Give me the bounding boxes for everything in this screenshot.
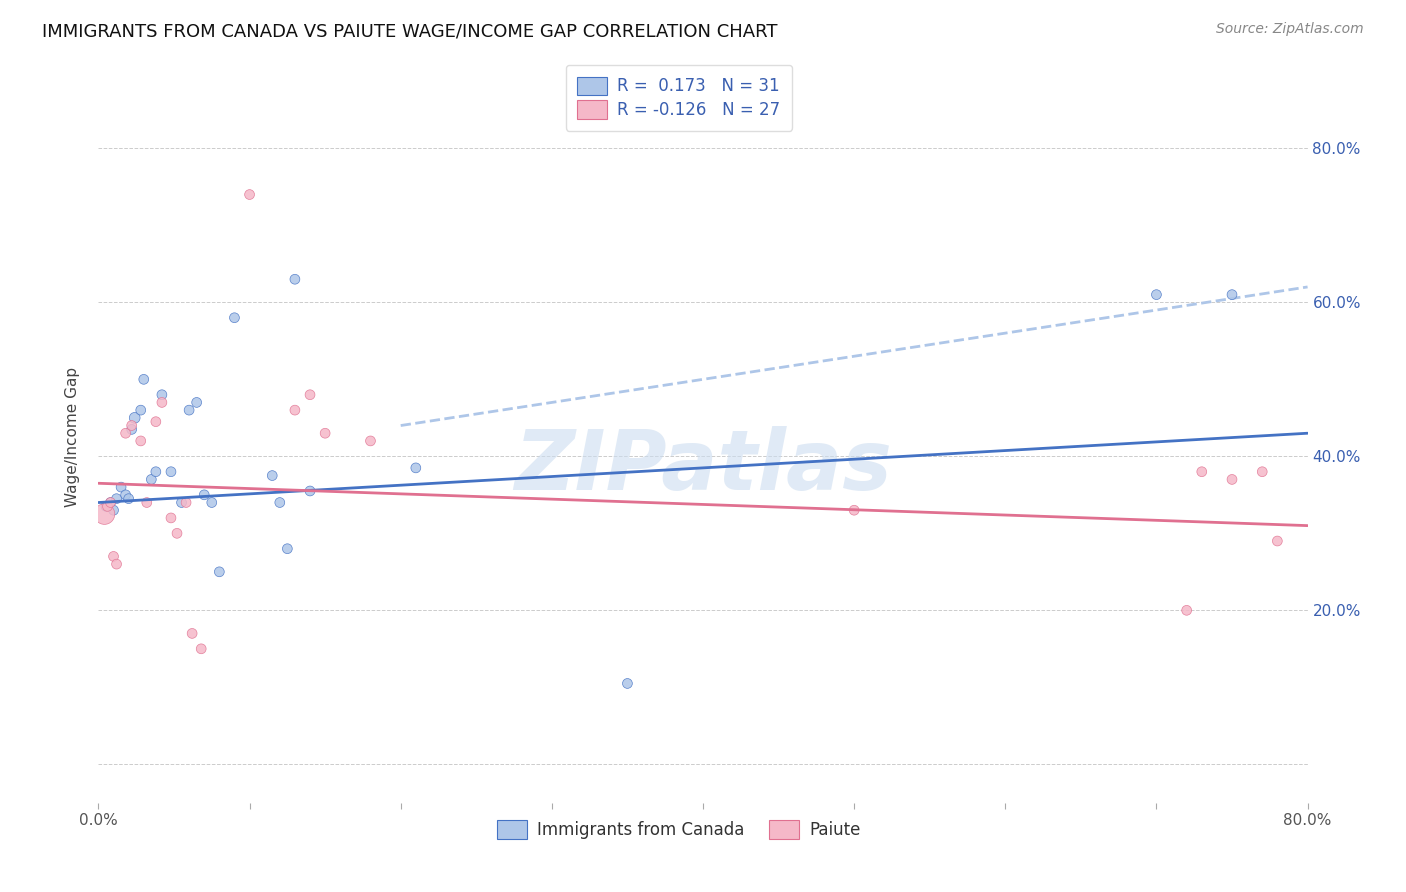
Point — [114, 426, 136, 441]
Point — [103, 503, 125, 517]
Point — [181, 626, 204, 640]
Point — [100, 495, 122, 509]
Point — [118, 491, 141, 506]
Point — [160, 511, 183, 525]
Point — [193, 488, 215, 502]
Point — [208, 565, 231, 579]
Point — [179, 403, 201, 417]
Point — [145, 415, 167, 429]
Text: Source: ZipAtlas.com: Source: ZipAtlas.com — [1216, 22, 1364, 37]
Point — [150, 388, 173, 402]
Point — [114, 488, 136, 502]
Point — [186, 395, 208, 409]
Point — [105, 491, 128, 506]
Y-axis label: Wage/Income Gap: Wage/Income Gap — [65, 367, 80, 508]
Point — [145, 465, 167, 479]
Point — [284, 272, 307, 286]
Point — [150, 395, 173, 409]
Point — [141, 472, 163, 486]
Point — [93, 507, 115, 521]
Point — [1251, 465, 1274, 479]
Point — [105, 557, 128, 571]
Point — [190, 641, 212, 656]
Point — [1191, 465, 1213, 479]
Point — [129, 434, 152, 448]
Point — [1267, 534, 1289, 549]
Point — [1144, 287, 1167, 301]
Point — [170, 495, 193, 509]
Point — [314, 426, 336, 441]
Point — [299, 483, 322, 498]
Point — [299, 388, 322, 402]
Legend: Immigrants from Canada, Paiute: Immigrants from Canada, Paiute — [491, 814, 868, 846]
Point — [201, 495, 224, 509]
Point — [844, 503, 866, 517]
Point — [166, 526, 188, 541]
Point — [224, 310, 246, 325]
Point — [94, 500, 117, 514]
Point — [129, 403, 152, 417]
Point — [360, 434, 382, 448]
Text: ZIPatlas: ZIPatlas — [515, 425, 891, 507]
Point — [124, 410, 146, 425]
Point — [1220, 472, 1243, 486]
Point — [616, 676, 638, 690]
Point — [135, 495, 157, 509]
Point — [103, 549, 125, 564]
Point — [1175, 603, 1198, 617]
Text: IMMIGRANTS FROM CANADA VS PAIUTE WAGE/INCOME GAP CORRELATION CHART: IMMIGRANTS FROM CANADA VS PAIUTE WAGE/IN… — [42, 22, 778, 40]
Point — [121, 422, 143, 436]
Point — [276, 541, 298, 556]
Point — [269, 495, 291, 509]
Point — [121, 418, 143, 433]
Point — [132, 372, 155, 386]
Point — [284, 403, 307, 417]
Point — [110, 480, 132, 494]
Point — [174, 495, 197, 509]
Point — [100, 495, 122, 509]
Point — [1220, 287, 1243, 301]
Point — [239, 187, 262, 202]
Point — [262, 468, 284, 483]
Point — [96, 500, 118, 514]
Point — [160, 465, 183, 479]
Point — [405, 461, 427, 475]
